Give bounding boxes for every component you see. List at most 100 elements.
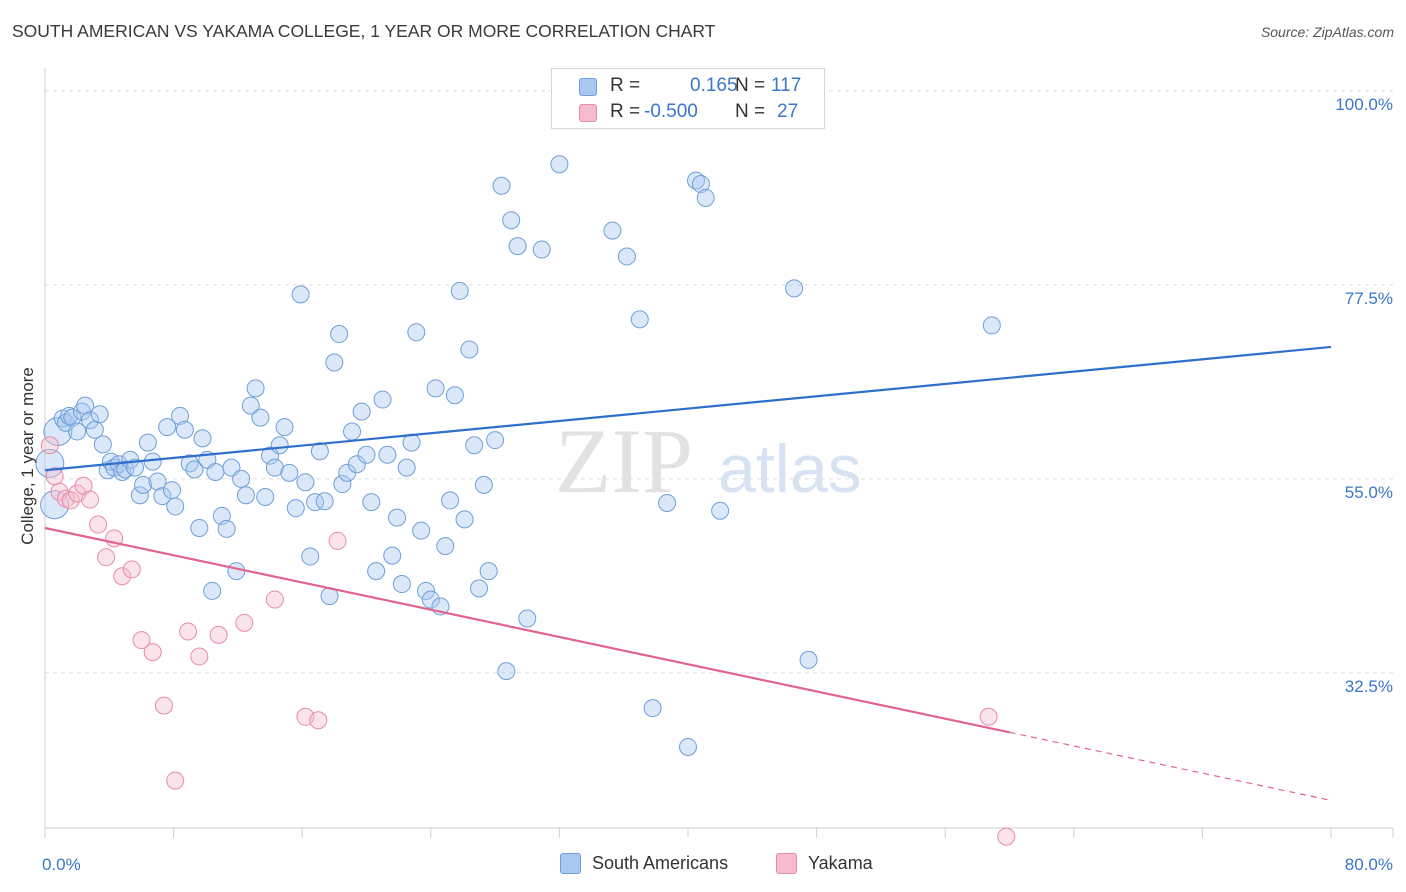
south-americans-trend-line bbox=[44, 345, 1332, 472]
south-american-point bbox=[236, 486, 255, 505]
south-american-point bbox=[148, 472, 167, 491]
south-american-point bbox=[232, 469, 251, 488]
legend-swatch-blue bbox=[579, 78, 597, 96]
south-american-point bbox=[68, 422, 87, 441]
south-american-point bbox=[190, 519, 209, 537]
south-american-point bbox=[658, 494, 677, 512]
south-american-point bbox=[206, 462, 225, 481]
south-american-point bbox=[35, 448, 65, 478]
south-american-point bbox=[982, 316, 1001, 335]
south-american-point bbox=[270, 436, 289, 455]
chart-title: SOUTH AMERICAN VS YAKAMA COLLEGE, 1 YEAR… bbox=[12, 21, 716, 41]
south-american-point bbox=[81, 411, 100, 430]
south-american-point bbox=[310, 442, 329, 461]
south-american-point bbox=[286, 499, 305, 518]
south-american-point bbox=[90, 405, 109, 424]
south-american-point bbox=[180, 454, 199, 473]
yakama-point bbox=[122, 560, 141, 579]
points-layer bbox=[35, 155, 1016, 846]
south-american-point bbox=[691, 175, 710, 194]
south-american-point bbox=[265, 458, 284, 477]
south-american-point bbox=[630, 310, 649, 329]
south-american-point bbox=[479, 562, 498, 581]
trend-layer bbox=[44, 345, 1332, 802]
legend-r-value: 0.165 bbox=[690, 75, 738, 96]
grid-layer bbox=[45, 90, 1393, 674]
yakama-point bbox=[113, 567, 132, 586]
south-american-point bbox=[275, 418, 294, 437]
south-american-point bbox=[412, 521, 431, 540]
south-american-point bbox=[134, 475, 153, 494]
yakama-point bbox=[309, 711, 328, 730]
south-american-point bbox=[450, 281, 469, 300]
south-american-point bbox=[343, 422, 362, 441]
south-american-point bbox=[799, 650, 818, 669]
south-american-point bbox=[785, 279, 804, 298]
legend-r-label: R = bbox=[610, 101, 641, 122]
bottom-legend-label: South Americans bbox=[592, 853, 729, 873]
yakama-point bbox=[40, 436, 59, 455]
south-american-point bbox=[407, 323, 426, 342]
south-american-point bbox=[643, 699, 662, 718]
south-american-point bbox=[378, 445, 397, 464]
south-american-point bbox=[474, 475, 493, 494]
south-american-point bbox=[696, 188, 715, 207]
south-american-point bbox=[138, 433, 157, 452]
yakama-point bbox=[997, 827, 1016, 846]
south-american-point bbox=[217, 519, 236, 538]
south-american-point bbox=[486, 431, 505, 450]
south-american-point bbox=[185, 460, 204, 479]
south-american-point bbox=[130, 486, 149, 505]
south-american-point bbox=[426, 379, 445, 398]
x-tick-label: 80.0% bbox=[1345, 855, 1393, 874]
yakama-point bbox=[235, 613, 254, 632]
south-american-point bbox=[352, 402, 371, 421]
south-american-point bbox=[280, 463, 299, 482]
bottom-swatch-pink bbox=[776, 853, 797, 874]
south-american-point bbox=[330, 325, 349, 344]
y-tick-label: 100.0% bbox=[1335, 95, 1393, 114]
south-american-point bbox=[171, 406, 190, 425]
x-tick-label: 0.0% bbox=[42, 855, 81, 874]
south-american-point bbox=[153, 487, 172, 506]
y-tick-label: 55.0% bbox=[1345, 483, 1393, 502]
south-american-point bbox=[203, 581, 222, 600]
yakama-point bbox=[97, 548, 116, 567]
yakama-point bbox=[89, 515, 108, 534]
south-american-point bbox=[367, 562, 386, 581]
yakama-trend-line bbox=[44, 526, 1010, 734]
correlation-legend: R = 0.165 N = 117 R = -0.500 N = 27 bbox=[551, 68, 825, 129]
south-american-point bbox=[518, 609, 537, 628]
south-american-point bbox=[241, 396, 260, 415]
south-american-point bbox=[306, 493, 325, 512]
south-american-point bbox=[460, 340, 479, 359]
legend-row-south-americans: R = 0.165 N = 117 bbox=[552, 74, 824, 100]
yakama-point bbox=[61, 491, 80, 510]
south-american-point bbox=[40, 490, 70, 520]
south-american-point bbox=[357, 445, 376, 464]
south-american-point bbox=[508, 237, 527, 256]
legend-r-label: R = bbox=[610, 75, 641, 96]
south-american-point bbox=[63, 408, 82, 427]
south-american-point bbox=[158, 418, 177, 437]
south-american-point bbox=[315, 492, 334, 511]
south-american-point bbox=[383, 546, 402, 565]
south-american-point bbox=[550, 155, 569, 174]
south-american-point bbox=[455, 510, 474, 529]
south-american-point bbox=[347, 455, 366, 474]
south-american-point bbox=[445, 386, 464, 405]
legend-n-value: 117 bbox=[771, 75, 802, 96]
yakama-point bbox=[328, 531, 347, 550]
yakama-point bbox=[265, 590, 284, 609]
south-american-point bbox=[166, 497, 185, 516]
south-american-point bbox=[93, 435, 112, 454]
yakama-point bbox=[190, 647, 209, 666]
south-american-point bbox=[436, 537, 455, 556]
south-american-point bbox=[388, 508, 407, 527]
yakama-point bbox=[143, 643, 162, 662]
south-american-point bbox=[421, 590, 440, 609]
south-american-point bbox=[296, 473, 315, 492]
yakama-point bbox=[209, 625, 228, 644]
yakama-point bbox=[179, 622, 198, 641]
south-american-point bbox=[325, 353, 344, 372]
